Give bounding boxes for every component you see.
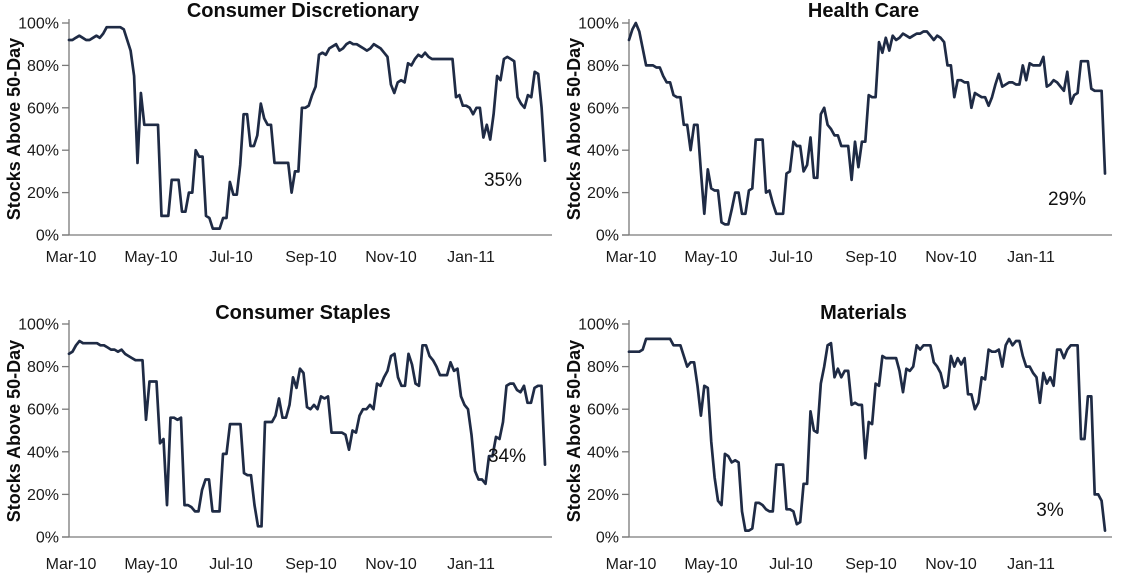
y-axis-title: Stocks Above 50-Day (4, 339, 24, 523)
last-value-label: 29% (1047, 189, 1087, 210)
x-tick-label: May-10 (124, 556, 177, 573)
y-tick-label: 100% (578, 16, 619, 33)
x-tick-label: Sep-10 (285, 556, 337, 573)
x-tick-label: Nov-10 (925, 556, 977, 573)
x-tick-label: Mar-10 (606, 249, 657, 266)
y-tick-label: 100% (18, 16, 59, 33)
x-tick-label: Jan-11 (447, 249, 495, 266)
plot-area: 100% 80% 60% 40% 20% 0% Mar-10 May-10 Jul-10 Sep-… (578, 16, 1112, 266)
x-tick-label: Jan-11 (447, 556, 495, 573)
x-tick-label: Jan-11 (1007, 249, 1055, 266)
y-tick-label: 20% (27, 185, 59, 202)
y-tick-label: 40% (587, 444, 619, 461)
y-tick-label: 80% (27, 359, 59, 376)
y-tick-label: 40% (587, 143, 619, 160)
x-tick-label: Sep-10 (845, 249, 897, 266)
y-tick-label: 40% (27, 143, 59, 160)
y-axis-title: Stocks Above 50-Day (4, 37, 24, 221)
chart-title: Consumer Discretionary (186, 0, 420, 22)
y-tick-label: 60% (587, 100, 619, 117)
x-tick-label: Jul-10 (209, 249, 253, 266)
x-tick-label: May-10 (124, 249, 177, 266)
y-tick-label: 20% (587, 487, 619, 504)
x-tick-label: Sep-10 (285, 249, 337, 266)
chart-title: Materials (820, 302, 907, 324)
y-tick-label: 100% (18, 317, 59, 334)
x-tick-label: Nov-10 (365, 249, 417, 266)
last-value-label: 3% (1036, 500, 1064, 521)
chart-consumer-staples: 100% 80% 60% 40% 20% 0% Mar-10 May-10 Jul-10 Sep-… (0, 289, 560, 577)
x-tick-label: Sep-10 (845, 556, 897, 573)
y-axis-title: Stocks Above 50-Day (564, 339, 584, 523)
plot-area: 100% 80% 60% 40% 20% 0% Mar-10 May-10 Jul-10 Sep-… (578, 317, 1112, 573)
x-tick-label: Mar-10 (606, 556, 657, 573)
y-tick-label: 80% (587, 58, 619, 75)
chart-consumer-discretionary: 100% 80% 60% 40% 20% 0% Mar-10 May-10 Jul-10 Sep-… (0, 0, 560, 289)
x-tick-label: May-10 (684, 556, 737, 573)
y-tick-label: 40% (27, 444, 59, 461)
chart-title: Health Care (807, 0, 920, 22)
x-tick-label: Nov-10 (365, 556, 417, 573)
x-tick-label: Jan-11 (1007, 556, 1055, 573)
y-tick-label: 0% (36, 228, 59, 245)
data-line (67, 25, 547, 230)
x-tick-label: Jul-10 (769, 249, 813, 266)
last-value-label: 34% (487, 446, 527, 467)
plot-area: 100% 80% 60% 40% 20% 0% Mar-10 May-10 Jul-10 Sep-… (18, 317, 552, 573)
x-tick-label: Jul-10 (769, 556, 813, 573)
data-line (627, 21, 1107, 226)
y-tick-label: 60% (27, 100, 59, 117)
x-tick-label: Mar-10 (46, 249, 97, 266)
y-tick-label: 60% (587, 402, 619, 419)
x-tick-label: Mar-10 (46, 556, 97, 573)
data-line (67, 339, 547, 528)
y-tick-label: 0% (36, 530, 59, 547)
x-tick-label: Jul-10 (209, 556, 253, 573)
x-tick-label: May-10 (684, 249, 737, 266)
x-tick-label: Nov-10 (925, 249, 977, 266)
y-tick-label: 20% (587, 185, 619, 202)
plot-area: 100% 80% 60% 40% 20% 0% Mar-10 May-10 Jul-10 Sep-… (18, 16, 552, 266)
y-tick-label: 80% (587, 359, 619, 376)
chart-health-care: 100% 80% 60% 40% 20% 0% Mar-10 May-10 Jul-10 Sep-… (560, 0, 1121, 289)
chart-materials: 100% 80% 60% 40% 20% 0% Mar-10 May-10 Jul-10 Sep-… (560, 289, 1121, 577)
y-axis-title: Stocks Above 50-Day (564, 37, 584, 221)
y-tick-label: 60% (27, 402, 59, 419)
y-tick-label: 20% (27, 487, 59, 504)
last-value-label: 35% (483, 170, 523, 191)
y-tick-label: 100% (578, 317, 619, 334)
data-line (627, 337, 1107, 532)
y-tick-label: 0% (596, 228, 619, 245)
chart-title: Consumer Staples (215, 302, 391, 324)
y-tick-label: 80% (27, 58, 59, 75)
y-tick-label: 0% (596, 530, 619, 547)
